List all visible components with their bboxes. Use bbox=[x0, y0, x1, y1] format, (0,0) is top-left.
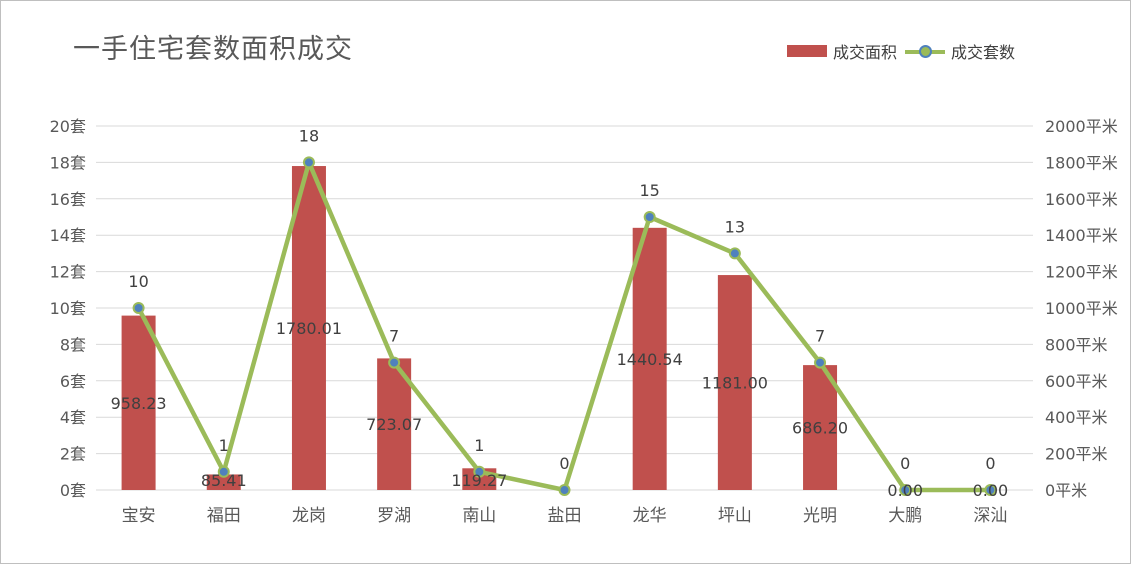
y-left-tick-label: 18套 bbox=[50, 153, 86, 172]
legend-label-area: 成交面积 bbox=[833, 43, 898, 62]
line-data-label: 7 bbox=[389, 327, 399, 346]
bar-data-label: 686.20 bbox=[792, 419, 848, 438]
line-series bbox=[136, 160, 991, 493]
legend-item-count: 成交套数 bbox=[905, 39, 1015, 63]
line-point bbox=[814, 356, 827, 369]
bar-data-label: 1440.54 bbox=[617, 350, 683, 369]
chart-title: 一手住宅套数面积成交 bbox=[73, 34, 353, 65]
line-point bbox=[728, 247, 741, 260]
x-tick-label: 龙岗 bbox=[292, 506, 326, 526]
y-left-tick-label: 8套 bbox=[60, 335, 86, 354]
x-tick-label: 宝安 bbox=[122, 506, 156, 526]
y-left-tick-label: 16套 bbox=[50, 190, 86, 209]
line-data-label: 10 bbox=[128, 272, 148, 291]
x-tick-label: 福田 bbox=[207, 506, 241, 526]
x-tick-label: 南山 bbox=[462, 506, 496, 526]
y-right-tick-label: 1600平米 bbox=[1045, 190, 1118, 209]
x-tick-label: 光明 bbox=[803, 506, 837, 526]
y-right-tick-label: 600平米 bbox=[1045, 372, 1108, 391]
y-left-tick-label: 6套 bbox=[60, 372, 86, 391]
y-right-tick-label: 1400平米 bbox=[1045, 226, 1118, 245]
y-right-tick-label: 400平米 bbox=[1045, 408, 1108, 427]
line-point bbox=[302, 156, 315, 169]
bar bbox=[291, 166, 326, 490]
legend-label-count: 成交套数 bbox=[951, 43, 1016, 62]
bar-data-label: 958.23 bbox=[111, 394, 167, 413]
bar bbox=[632, 227, 667, 490]
y-left-tick-label: 14套 bbox=[50, 226, 86, 245]
y-left-tick-label: 4套 bbox=[60, 408, 86, 427]
bar-data-label: 0.00 bbox=[887, 481, 923, 500]
line-data-label: 15 bbox=[640, 181, 660, 200]
line-point bbox=[984, 484, 997, 496]
line-point bbox=[388, 356, 401, 369]
bar bbox=[717, 275, 752, 490]
line-data-label: 13 bbox=[725, 217, 745, 236]
bar bbox=[803, 365, 838, 490]
y-right-tick-label: 1800平米 bbox=[1045, 153, 1118, 172]
bar-data-label: 1181.00 bbox=[702, 374, 768, 393]
y-right-tick-label: 200平米 bbox=[1045, 445, 1108, 464]
line-point bbox=[558, 484, 571, 496]
bar bbox=[206, 474, 241, 490]
line-point bbox=[899, 484, 912, 496]
y-left-tick-label: 2套 bbox=[60, 445, 86, 464]
x-tick-label: 盐田 bbox=[548, 506, 582, 526]
x-tick-label: 龙华 bbox=[633, 506, 667, 526]
x-tick-label: 坪山 bbox=[718, 506, 752, 526]
y-right-tick-label: 800平米 bbox=[1045, 335, 1108, 354]
bar-data-label: 723.07 bbox=[366, 415, 422, 434]
x-tick-label: 大鹏 bbox=[888, 506, 922, 526]
line-point bbox=[643, 211, 656, 223]
line-data-label: 0 bbox=[559, 454, 569, 473]
line-data-label: 0 bbox=[985, 454, 995, 473]
x-tick-label: 深汕 bbox=[973, 506, 1007, 526]
bar-data-label: 119.27 bbox=[451, 471, 507, 490]
y-left-tick-label: 20套 bbox=[50, 117, 86, 136]
chart-legend: 成交面积 成交套数 bbox=[787, 39, 1023, 63]
bar-data-label: 85.41 bbox=[201, 471, 247, 490]
line-data-label: 0 bbox=[900, 454, 910, 473]
line-point bbox=[132, 302, 145, 314]
y-left-tick-label: 10套 bbox=[50, 299, 86, 318]
line-data-label: 18 bbox=[299, 126, 319, 145]
legend-swatch-area bbox=[787, 45, 827, 57]
line-data-label: 7 bbox=[815, 327, 825, 346]
y-left-tick-label: 0套 bbox=[60, 481, 86, 500]
bar-data-label: 1780.01 bbox=[276, 319, 342, 338]
x-tick-label: 罗湖 bbox=[377, 506, 411, 526]
bar bbox=[121, 315, 156, 490]
legend-swatch-count bbox=[905, 45, 946, 58]
bar-data-label: 0.00 bbox=[973, 481, 1009, 500]
line-point bbox=[217, 465, 230, 478]
y-right-tick-label: 1000平米 bbox=[1045, 299, 1118, 318]
y-right-tick-label: 0平米 bbox=[1045, 481, 1087, 500]
line-data-label: 1 bbox=[219, 436, 229, 455]
line-point bbox=[473, 465, 486, 478]
line-data-label: 1 bbox=[474, 436, 484, 455]
legend-item-area: 成交面积 bbox=[787, 39, 897, 63]
y-right-tick-label: 2000平米 bbox=[1045, 117, 1118, 136]
y-right-tick-label: 1200平米 bbox=[1045, 263, 1118, 282]
y-left-tick-label: 12套 bbox=[50, 263, 86, 282]
